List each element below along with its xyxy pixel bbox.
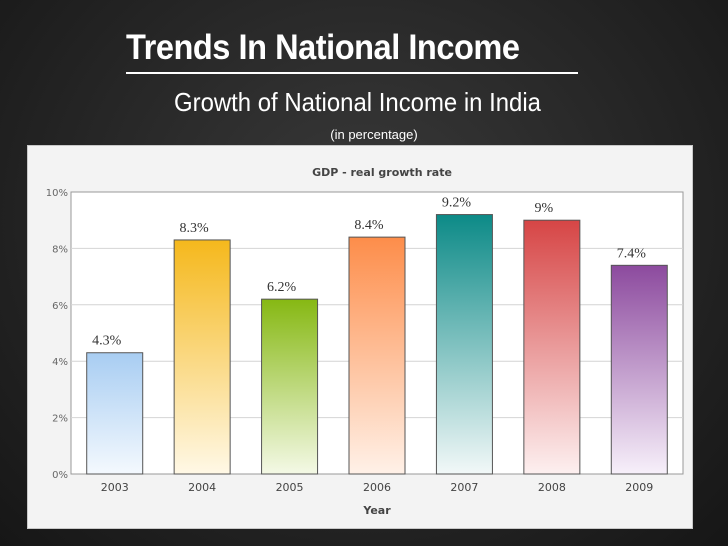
data-label-2003: 4.3% [92, 334, 122, 349]
chart-title: GDP - real growth rate [312, 166, 452, 179]
title-underline [126, 72, 578, 74]
y-tick-label: 8% [52, 244, 68, 255]
data-label-2007: 9.2% [442, 196, 472, 211]
bar-2009 [610, 264, 668, 475]
x-axis-ticks: 2003 2004 2005 2006 2007 2008 2009 [101, 481, 654, 494]
data-labels: 4.3% 8.3% 6.2% 8.4% 9.2% 9% 7.4% [92, 196, 646, 349]
bar-2005 [261, 298, 319, 475]
x-tick-label: 2004 [188, 481, 216, 494]
x-tick-label: 2003 [101, 481, 129, 494]
bar-2004 [173, 239, 231, 475]
y-tick-label: 4% [52, 357, 68, 368]
slide-title: Trends In National Income [126, 28, 520, 67]
x-tick-label: 2006 [363, 481, 391, 494]
x-tick-label: 2005 [276, 481, 304, 494]
gdp-bar-chart: GDP - real growth rate 0% 2% 4% 6% 8% 10% 4.3… [46, 166, 684, 517]
data-label-2004: 8.3% [180, 221, 210, 236]
x-tick-label: 2009 [625, 481, 653, 494]
x-axis-title: Year [362, 504, 391, 517]
chart-panel: GDP - real growth rate 0% 2% 4% 6% 8% 10% 4.3… [27, 145, 693, 529]
data-label-2006: 8.4% [354, 218, 384, 233]
y-tick-label: 2% [52, 414, 68, 425]
y-tick-label: 6% [52, 301, 68, 312]
y-tick-label: 0% [52, 470, 68, 481]
y-axis-ticks: 0% 2% 4% 6% 8% 10% [46, 188, 68, 481]
slide-subtitle: Growth of National Income in India [174, 87, 541, 117]
y-tick-label: 10% [46, 188, 68, 199]
x-tick-label: 2008 [538, 481, 566, 494]
bar-2008 [523, 219, 581, 475]
data-label-2008: 9% [535, 201, 554, 216]
bar-2007 [435, 214, 493, 475]
data-label-2009: 7.4% [617, 246, 647, 261]
bar-2003 [86, 352, 144, 475]
slide-note: (in percentage) [330, 127, 418, 142]
bars [86, 214, 668, 475]
x-tick-label: 2007 [450, 481, 478, 494]
data-label-2005: 6.2% [267, 280, 297, 295]
bar-2006 [348, 236, 406, 475]
